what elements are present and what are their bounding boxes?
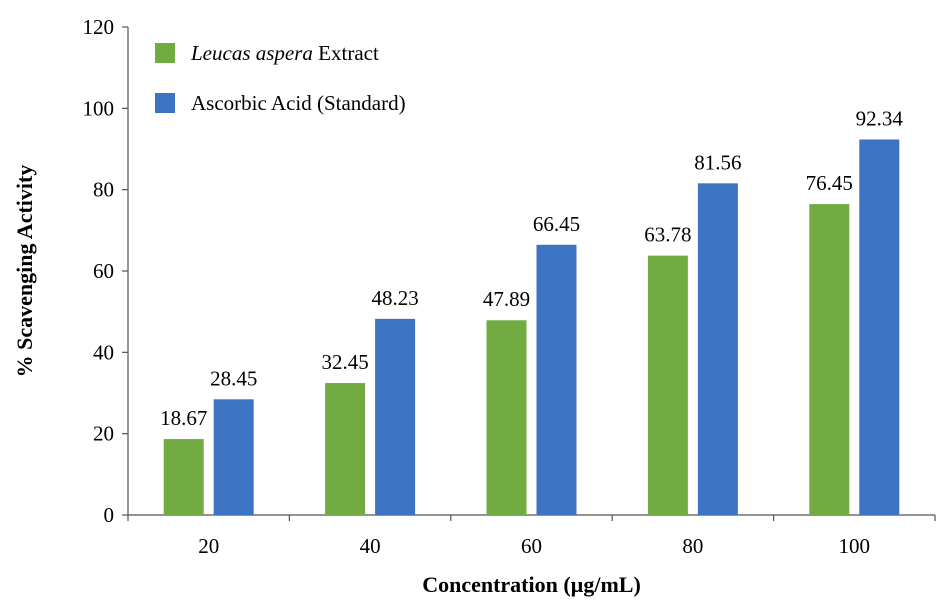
bar-ascorbic-acid bbox=[537, 245, 577, 515]
legend-label-ascorbic-text: Ascorbic Acid (Standard) bbox=[191, 91, 406, 115]
bar-leucas-extract bbox=[325, 383, 365, 515]
legend: Leucas aspera Extract Ascorbic Acid (Sta… bbox=[155, 41, 406, 115]
data-label: 81.56 bbox=[694, 150, 741, 174]
legend-label-leucas-rest: Extract bbox=[313, 41, 379, 65]
bar-leucas-extract bbox=[809, 204, 849, 515]
bar-leucas-extract bbox=[648, 256, 688, 515]
data-label: 63.78 bbox=[644, 223, 691, 247]
legend-swatch-leucas bbox=[155, 43, 175, 63]
bar-ascorbic-acid bbox=[214, 399, 254, 515]
x-axis-title: Concentration (µg/mL) bbox=[422, 572, 641, 597]
y-tick-label: 60 bbox=[93, 259, 114, 283]
x-tick-label: 60 bbox=[521, 534, 542, 558]
data-label: 18.67 bbox=[160, 406, 207, 430]
x-tick-label: 100 bbox=[839, 534, 871, 558]
legend-label-leucas: Leucas aspera Extract bbox=[190, 41, 379, 65]
data-label: 28.45 bbox=[210, 366, 257, 390]
y-tick-label: 80 bbox=[93, 178, 114, 202]
y-axis-title: % Scavenging Activity bbox=[12, 165, 37, 378]
bars bbox=[164, 139, 900, 515]
data-label: 47.89 bbox=[483, 287, 530, 311]
y-tick-label: 40 bbox=[93, 340, 114, 364]
x-axis: 20 40 60 80 100 bbox=[128, 515, 935, 558]
x-tick-label: 80 bbox=[682, 534, 703, 558]
x-tick-label: 20 bbox=[198, 534, 219, 558]
y-tick-label: 120 bbox=[83, 15, 115, 39]
legend-label-ascorbic: Ascorbic Acid (Standard) bbox=[191, 91, 406, 115]
y-tick-label: 0 bbox=[104, 503, 115, 527]
bar-leucas-extract bbox=[487, 320, 527, 515]
y-tick-label: 20 bbox=[93, 422, 114, 446]
data-label: 48.23 bbox=[371, 286, 418, 310]
legend-label-leucas-italic: Leucas aspera bbox=[190, 41, 313, 65]
bar-ascorbic-acid bbox=[859, 139, 899, 515]
data-label: 76.45 bbox=[806, 171, 853, 195]
bar-ascorbic-acid bbox=[375, 319, 415, 515]
x-tick-label: 40 bbox=[360, 534, 381, 558]
data-label: 92.34 bbox=[856, 106, 904, 130]
bar-ascorbic-acid bbox=[698, 183, 738, 515]
bar-leucas-extract bbox=[164, 439, 204, 515]
data-label: 66.45 bbox=[533, 212, 580, 236]
y-tick-label: 100 bbox=[83, 96, 115, 120]
data-label: 32.45 bbox=[321, 350, 368, 374]
y-axis: 0 20 40 60 80 100 120 bbox=[83, 15, 129, 527]
legend-swatch-ascorbic bbox=[155, 93, 175, 113]
